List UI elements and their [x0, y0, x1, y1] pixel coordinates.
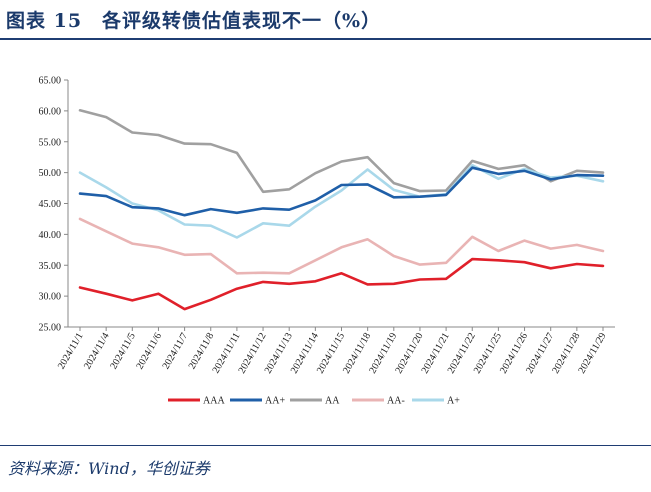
title-bar: 图表 15 各评级转债估值表现不一（%）: [0, 0, 651, 40]
legend: AAA AA+ AA AA- A+: [168, 396, 460, 407]
series-line-aaa: [78, 257, 605, 311]
legend-label: AA+: [265, 396, 285, 407]
y-tick-label: 55.00: [39, 137, 62, 148]
y-tick-label: 45.00: [39, 199, 62, 210]
y-tick-label: 30.00: [39, 292, 62, 303]
y-axis: 25.00 30.00 35.00 40.00 45.00 50.00 55.00 60.00…: [39, 76, 69, 334]
y-tick-label: 60.00: [39, 106, 62, 117]
x-axis: 2024/11/12024/11/42024/11/52024/11/62024…: [56, 326, 615, 376]
y-tick-label: 40.00: [39, 230, 62, 241]
line-chart: 25.00 30.00 35.00 40.00 45.00 50.00 55.00 60.00…: [39, 76, 615, 407]
legend-label: AA: [325, 396, 340, 407]
legend-label: AA-: [387, 396, 405, 407]
legend-label: AAA: [203, 396, 225, 407]
x-tick-label: 2024/11/8: [187, 331, 217, 371]
y-tick-label: 65.00: [39, 76, 62, 87]
y-tick-label: 35.00: [39, 261, 62, 272]
source-note: 资料来源：Wind，华创证券: [8, 459, 210, 478]
legend-label: A+: [447, 396, 460, 407]
y-tick-label: 50.00: [39, 168, 62, 179]
y-tick-label: 25.00: [39, 323, 62, 334]
x-tick-label: 2024/11/6: [134, 331, 164, 371]
x-tick-label: 2024/11/7: [161, 331, 191, 371]
series-lines: [78, 109, 605, 311]
x-tick-label: 2024/11/4: [82, 331, 112, 371]
source-rule: [0, 445, 651, 446]
series-line-aa: [78, 109, 605, 194]
series-line-a-plus: [78, 163, 605, 239]
x-tick-label: 2024/11/1: [56, 331, 86, 371]
series-line-aa-plus: [78, 166, 605, 217]
series-line-aa-minus: [78, 217, 605, 275]
x-tick-label: 2024/11/5: [108, 331, 138, 371]
title-rule: [0, 38, 651, 40]
page-title: 图表 15 各评级转债估值表现不一（%）: [6, 10, 382, 32]
